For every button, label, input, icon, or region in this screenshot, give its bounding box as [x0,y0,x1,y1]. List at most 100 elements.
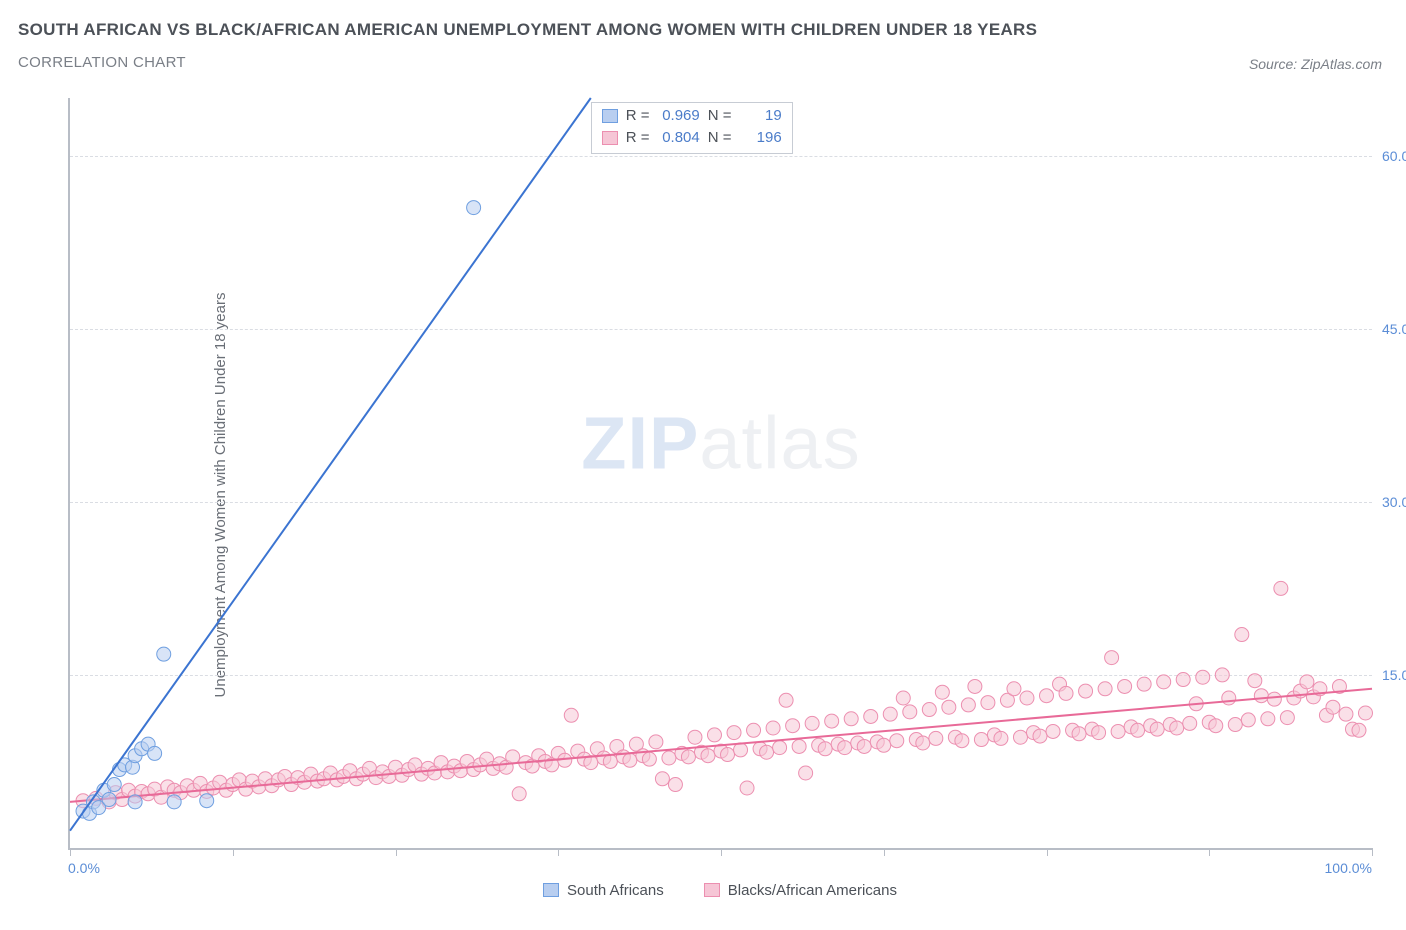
data-point [760,745,774,759]
source-value: ZipAtlas.com [1301,56,1382,72]
legend-r-1: R = 0.804 [626,127,700,149]
data-point [649,735,663,749]
data-point [623,753,637,767]
data-point [668,778,682,792]
data-point [564,708,578,722]
data-point [1040,689,1054,703]
data-point [1183,716,1197,730]
legend-stats-box: R = 0.969 N = 19 R = 0.804 N = 196 [591,102,793,154]
data-point [1222,691,1236,705]
data-point [929,731,943,745]
data-point [1033,729,1047,743]
regression-line [70,689,1372,802]
x-tick-label-min: 0.0% [68,860,100,876]
data-point [506,750,520,764]
data-point [1105,651,1119,665]
data-point [102,793,116,807]
y-tick-label: 30.0% [1376,494,1406,510]
data-point [642,752,656,766]
data-point [1358,706,1372,720]
data-point [1228,718,1242,732]
data-point [786,719,800,733]
data-point [603,754,617,768]
legend-swatch-1 [602,131,618,145]
data-point [1248,674,1262,688]
legend-bottom-item-1: Blacks/African Americans [704,880,897,900]
y-tick-label: 45.0% [1376,321,1406,337]
legend-r-0: R = 0.969 [626,105,700,127]
legend-swatch-0 [602,109,618,123]
data-point [1300,675,1314,689]
data-point [1196,670,1210,684]
data-point [857,739,871,753]
legend-bottom: South Africans Blacks/African Americans [68,880,1372,900]
legend-n-0: N = 19 [708,105,782,127]
data-point [1007,682,1021,696]
data-point [662,751,676,765]
data-point [1020,691,1034,705]
data-point [1131,723,1145,737]
data-point [1059,686,1073,700]
data-point [1079,684,1093,698]
data-point [1170,721,1184,735]
chart-subtitle: CORRELATION CHART [18,54,1406,71]
chart-title: SOUTH AFRICAN VS BLACK/AFRICAN AMERICAN … [18,20,1406,40]
data-point [701,749,715,763]
legend-stats-row-0: R = 0.969 N = 19 [602,105,782,127]
data-point [916,736,930,750]
data-point [935,685,949,699]
data-point [818,742,832,756]
data-point [883,707,897,721]
data-point [766,721,780,735]
data-point [1013,730,1027,744]
data-point [955,734,969,748]
data-point [994,731,1008,745]
data-point [773,741,787,755]
data-point [877,738,891,752]
data-point [968,679,982,693]
data-point [707,728,721,742]
data-point [961,698,975,712]
data-point [740,781,754,795]
data-point [1267,692,1281,706]
data-point [1072,727,1086,741]
data-point [805,716,819,730]
data-point [655,772,669,786]
data-point [838,741,852,755]
source-attribution: Source: ZipAtlas.com [1249,56,1382,72]
data-point [167,795,181,809]
data-point [467,201,481,215]
legend-bottom-swatch-0 [543,883,559,897]
data-point [864,709,878,723]
data-point [1274,581,1288,595]
data-point [200,794,214,808]
plot-svg [70,98,1372,848]
data-point [128,795,142,809]
data-point [1157,675,1171,689]
data-point [512,787,526,801]
legend-bottom-label-0: South Africans [567,882,664,899]
data-point [922,703,936,717]
data-point [107,778,121,792]
source-label: Source: [1249,56,1297,72]
data-point [1092,726,1106,740]
data-point [981,696,995,710]
data-point [1111,724,1125,738]
data-point [792,739,806,753]
data-point [1209,719,1223,733]
data-point [844,712,858,726]
legend-bottom-swatch-1 [704,883,720,897]
data-point [747,723,761,737]
data-point [1176,673,1190,687]
data-point [1339,707,1353,721]
legend-bottom-label-1: Blacks/African Americans [728,882,897,899]
legend-n-1: N = 196 [708,127,782,149]
data-point [688,730,702,744]
data-point [727,726,741,740]
data-point [1352,723,1366,737]
data-point [1046,724,1060,738]
data-point [942,700,956,714]
x-axis-labels: 0.0% 100.0% [68,860,1372,878]
y-tick-label: 15.0% [1376,667,1406,683]
legend-bottom-item-0: South Africans [543,880,664,900]
